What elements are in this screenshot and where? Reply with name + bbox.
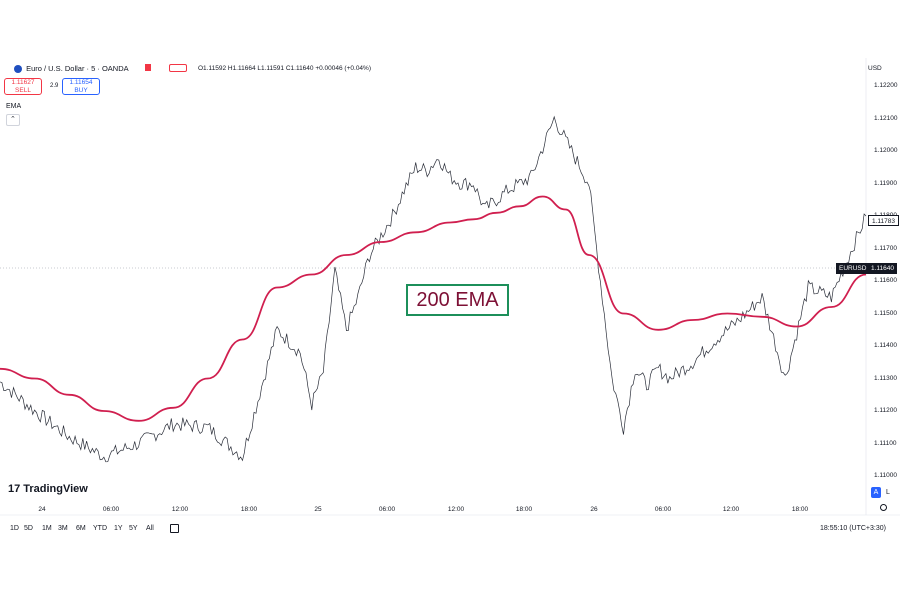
euro-flag-icon (14, 65, 22, 74)
symbol-tag: EURUSD (836, 263, 870, 274)
price-axis-tick: 1.11400 (874, 342, 898, 349)
range-button-1d[interactable]: 1D (10, 525, 19, 532)
sell-price: 1.11627 (11, 79, 35, 86)
tradingview-logo[interactable]: 17 TradingView (8, 483, 88, 495)
price-axis-tick: 1.11100 (874, 439, 897, 447)
time-axis-tick: 06:00 (378, 506, 396, 513)
range-button-1m[interactable]: 1M (42, 525, 52, 532)
collapse-indicators-button[interactable]: ⌃ (6, 114, 20, 126)
time-axis-tick: 18:00 (240, 506, 258, 513)
range-button-1y[interactable]: 1Y (114, 525, 123, 532)
ema-series-line (0, 195, 867, 422)
time-axis-tick: 12:00 (171, 506, 189, 513)
buy-label: BUY (74, 87, 88, 94)
time-axis-tick: 12:00 (722, 506, 740, 513)
buy-price: 1.11654 (69, 79, 93, 86)
tradingview-mark-icon: 17 (8, 483, 21, 495)
time-axis-tick: 26 (590, 506, 598, 513)
buy-button[interactable]: 1.11654 BUY (62, 78, 100, 95)
price-axis-tick: 1.12100 (874, 114, 898, 122)
price-axis-tick: 1.11200 (874, 407, 898, 414)
range-button-all[interactable]: All (146, 525, 154, 532)
last-price-tag: 1.11783 (868, 215, 900, 226)
time-axis-tick: 06:00 (654, 506, 672, 513)
indicator-label[interactable]: EMA (6, 103, 22, 110)
time-axis-tick: 12:00 (447, 506, 465, 513)
price-axis-tick: 1.11500 (874, 309, 898, 317)
price-axis-tick: 1.11600 (874, 277, 898, 284)
market-status-icon[interactable] (169, 64, 187, 72)
price-series-line (0, 115, 867, 463)
symbol-title[interactable]: Euro / U.S. Dollar · 5 · OANDA (14, 64, 129, 74)
time-axis-tick: 25 (314, 506, 322, 513)
ema-annotation: 200 EMA (406, 284, 509, 316)
currency-label[interactable]: USD (868, 65, 882, 72)
logo-text: TradingView (23, 483, 88, 495)
price-axis-tick: 1.11300 (874, 374, 898, 382)
ohlc-readout: O1.11592 H1.11664 L1.11591 C1.11640 +0.0… (198, 65, 371, 72)
symbol-label: Euro / U.S. Dollar · 5 · OANDA (26, 64, 129, 73)
symbol-price-tag: 1.11640 (868, 263, 898, 274)
price-axis-tick: 1.12000 (874, 147, 898, 154)
range-button-3m[interactable]: 3M (58, 525, 68, 532)
time-axis-tick: 24 (38, 506, 46, 513)
calendar-icon[interactable] (170, 524, 179, 533)
chevron-up-icon: ⌃ (10, 116, 16, 123)
price-axis-tick: 1.11900 (874, 179, 898, 187)
clock-readout[interactable]: 18:55:10 (UTC+3:30) (820, 525, 886, 532)
range-button-5y[interactable]: 5Y (129, 525, 138, 532)
flag-icon[interactable] (145, 64, 151, 71)
range-button-6m[interactable]: 6M (76, 525, 86, 532)
price-axis-tick: 1.11700 (874, 244, 898, 252)
gear-icon[interactable] (880, 504, 887, 511)
auto-scale-button[interactable]: A (871, 487, 881, 498)
sell-label: SELL (15, 87, 31, 94)
log-scale-button[interactable]: L (886, 489, 890, 496)
range-button-5d[interactable]: 5D (24, 525, 33, 532)
time-axis-tick: 18:00 (515, 506, 533, 513)
spread-value: 2.9 (50, 83, 59, 89)
range-button-ytd[interactable]: YTD (93, 525, 107, 532)
price-axis-tick: 1.12200 (874, 82, 898, 89)
price-axis-tick: 1.11000 (874, 472, 898, 479)
sell-button[interactable]: 1.11627 SELL (4, 78, 42, 95)
time-axis-tick: 06:00 (102, 506, 120, 513)
time-axis-tick: 18:00 (791, 506, 809, 513)
